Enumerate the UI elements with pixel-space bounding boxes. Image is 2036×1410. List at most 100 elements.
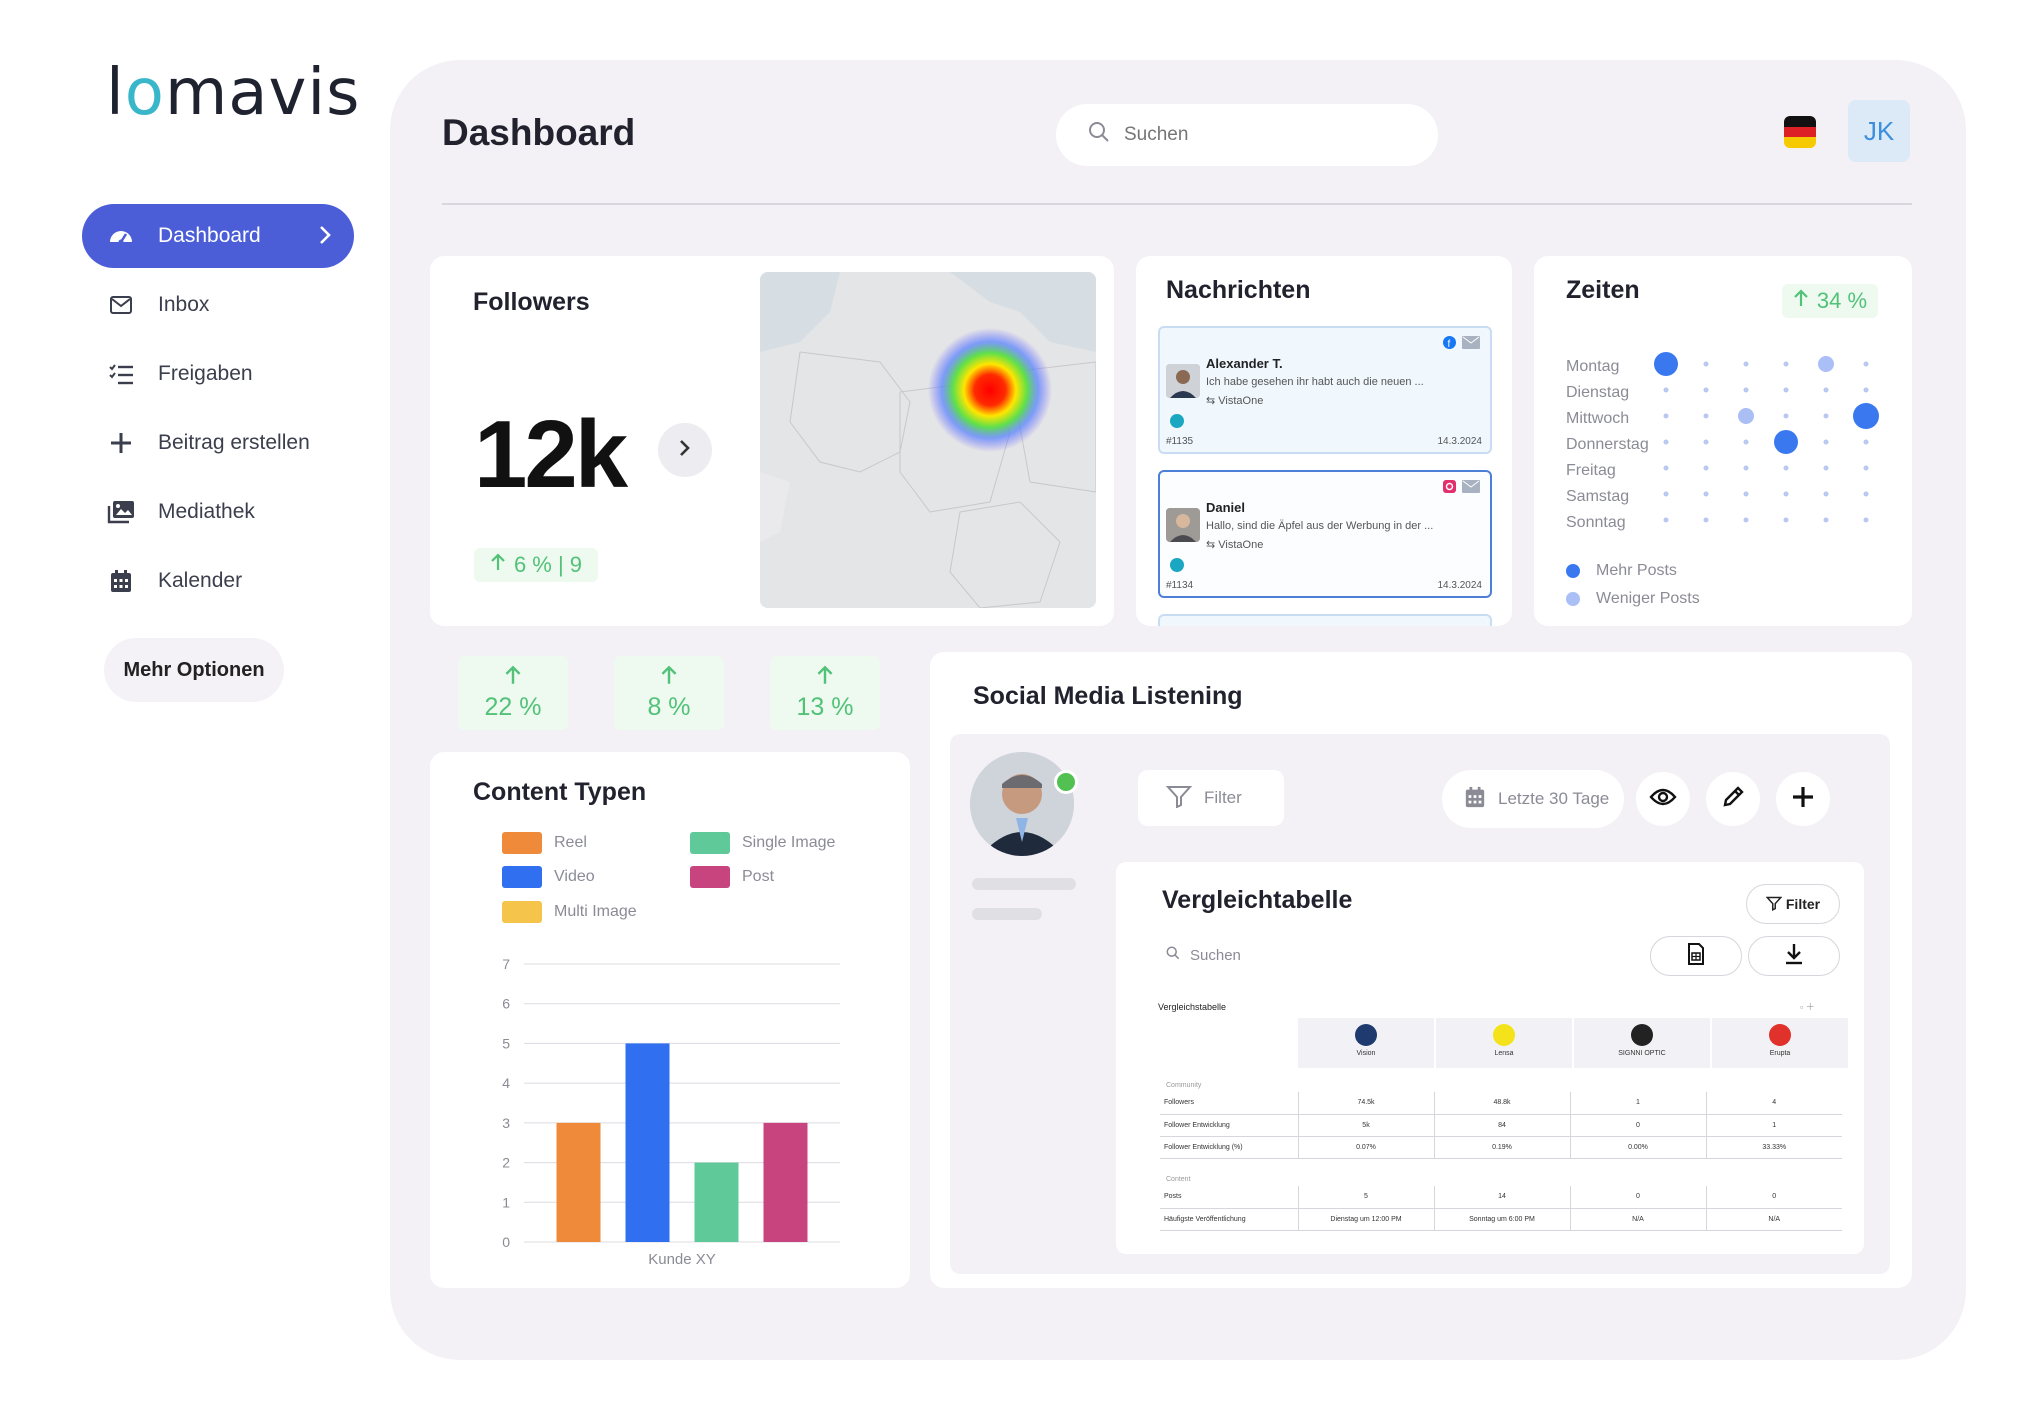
sidebar-item-freigaben[interactable]: Freigaben [82, 342, 354, 406]
plus-icon [106, 428, 136, 458]
bar-single-image[interactable] [694, 1162, 739, 1242]
bar-post[interactable] [763, 1122, 808, 1242]
time-slot-dot [1823, 439, 1829, 445]
weekday-label: Dienstag [1566, 384, 1630, 401]
search-input[interactable] [1124, 124, 1384, 146]
table-cell: 5 [1297, 1186, 1434, 1209]
sidebar-item-inbox[interactable]: Inbox [82, 273, 354, 337]
bar-video[interactable] [625, 1043, 670, 1242]
stat-badge: 13 % [770, 656, 880, 730]
time-slot-dot [1663, 465, 1669, 471]
time-slot-dot [1703, 439, 1709, 445]
calendar-icon [106, 566, 136, 596]
weekday-label: Mittwoch [1566, 410, 1630, 427]
legend-more-posts: Mehr Posts [1566, 562, 1677, 580]
filter-button[interactable]: Filter [1138, 770, 1284, 826]
small-table-actions[interactable]: ▫ ＋ [1800, 1002, 1815, 1012]
date-range-button[interactable]: Letzte 30 Tage [1442, 770, 1624, 828]
brand-name: SIGNNI OPTIC [1618, 1050, 1666, 1057]
header-divider [442, 203, 1912, 205]
community-table: Followers 74.5k 48.8k 1 4 Follower Entwicklun… [1160, 1092, 1842, 1159]
mail-icon [1462, 480, 1480, 498]
filter-label: Filter [1204, 788, 1242, 807]
table-cell: 5k [1297, 1114, 1434, 1137]
time-slot-dot [1743, 361, 1749, 367]
time-slot-dot [1663, 439, 1669, 445]
time-slot-dot [1783, 387, 1789, 393]
message-icons: f [1443, 336, 1480, 354]
sidebar-item-label: Kalender [158, 569, 243, 592]
table-row: Posts 5 14 0 0 [1160, 1186, 1842, 1209]
german-flag-icon[interactable] [1784, 116, 1816, 148]
row-label: Follower Entwicklung (%) [1160, 1136, 1298, 1159]
message-item[interactable]: Daniel Hallo, sind die Äpfel aus der Wer… [1158, 470, 1492, 598]
message-item[interactable]: Alexander T. Ich habe gesehen ihr habt a… [1158, 326, 1492, 454]
time-slot-dot [1663, 413, 1669, 419]
brand-logo [1355, 1024, 1377, 1046]
y-tick-label: 7 [502, 956, 510, 972]
lomavis-logo[interactable]: lomavis [106, 56, 361, 130]
profile-avatar[interactable] [970, 752, 1074, 856]
sidebar-item-mediathek[interactable]: Mediathek [82, 480, 354, 544]
export-csv-button[interactable] [1650, 936, 1742, 976]
brand-column-lensa[interactable]: Lensa [1436, 1018, 1572, 1068]
sidebar-item-dashboard[interactable]: Dashboard [82, 204, 354, 268]
search-bar[interactable] [1056, 104, 1438, 166]
bar-reel[interactable] [556, 1122, 601, 1242]
table-filter-button[interactable]: Filter [1746, 884, 1840, 924]
weekday-label: Samstag [1566, 488, 1630, 505]
brand-column-vision[interactable]: Vision [1298, 1018, 1434, 1068]
table-cell: 14 [1433, 1186, 1570, 1209]
time-slot-dot [1863, 465, 1869, 471]
weekday-label: Donnerstag [1566, 436, 1649, 453]
time-slot-dot [1783, 465, 1789, 471]
arrow-up-icon [504, 664, 522, 693]
sender-name: Daniel [1206, 500, 1246, 515]
plus-icon [1791, 785, 1815, 814]
sidebar-item-kalender[interactable]: Kalender [82, 549, 354, 613]
sidebar-nav: Dashboard Inbox Freigaben Beitrag erstel… [82, 204, 354, 618]
sidebar-item-beitrag-erstellen[interactable]: Beitrag erstellen [82, 411, 354, 475]
weekday-label: Freitag [1566, 462, 1616, 479]
more-options-button[interactable]: Mehr Optionen [104, 638, 284, 702]
brand-column-erupta[interactable]: Erupta [1712, 1018, 1848, 1068]
brand-logo [1769, 1024, 1791, 1046]
arrow-up-icon [660, 664, 678, 693]
mail-icon [106, 290, 136, 320]
followers-heatmap[interactable] [760, 272, 1096, 608]
time-slot-dot [1783, 517, 1789, 523]
edit-button[interactable] [1706, 772, 1760, 826]
time-slot-dot [1663, 491, 1669, 497]
legend-label: Multi Image [554, 903, 637, 920]
time-slot-dot [1703, 413, 1709, 419]
view-button[interactable] [1636, 772, 1690, 826]
message-id: #1135 [1166, 436, 1194, 447]
brand-column-signni-optic[interactable]: SIGNNI OPTIC [1574, 1018, 1710, 1068]
followers-title: Followers [473, 288, 590, 316]
mail-icon [1462, 336, 1480, 354]
facebook-icon: f [1443, 336, 1456, 354]
y-tick-label: 0 [502, 1234, 510, 1250]
sidebar-item-label: Dashboard [158, 224, 261, 247]
search-icon [1088, 121, 1110, 149]
checklist-icon [106, 359, 136, 389]
time-slot-dot [1743, 491, 1749, 497]
table-cell: Dienstag um 12:00 PM [1297, 1208, 1434, 1231]
calendar-icon [1464, 786, 1486, 813]
legend-label: Post [742, 868, 775, 885]
table-row: Häufigste Veröffentlichung Dienstag um 12… [1160, 1208, 1842, 1231]
weekday-list: Montag Dienstag Mittwoch Donnerstag Frei… [1566, 354, 1649, 536]
brand-logo [1493, 1024, 1515, 1046]
brand-logo [1631, 1024, 1653, 1046]
date-range-label: Letzte 30 Tage [1498, 789, 1610, 808]
add-button[interactable] [1776, 772, 1830, 826]
followers-next-button[interactable] [658, 423, 712, 477]
download-button[interactable] [1748, 936, 1840, 976]
message-source: ⇆ VistaOne [1206, 395, 1264, 407]
stat-value: 13 % [796, 693, 854, 721]
message-preview: Hallo, sind die Äpfel aus der Werbung in… [1206, 520, 1434, 532]
user-avatar[interactable]: JK [1848, 100, 1910, 162]
stat-badge: 22 % [458, 656, 568, 730]
table-search[interactable]: Suchen [1166, 946, 1241, 964]
legend-item: Post [690, 866, 774, 888]
